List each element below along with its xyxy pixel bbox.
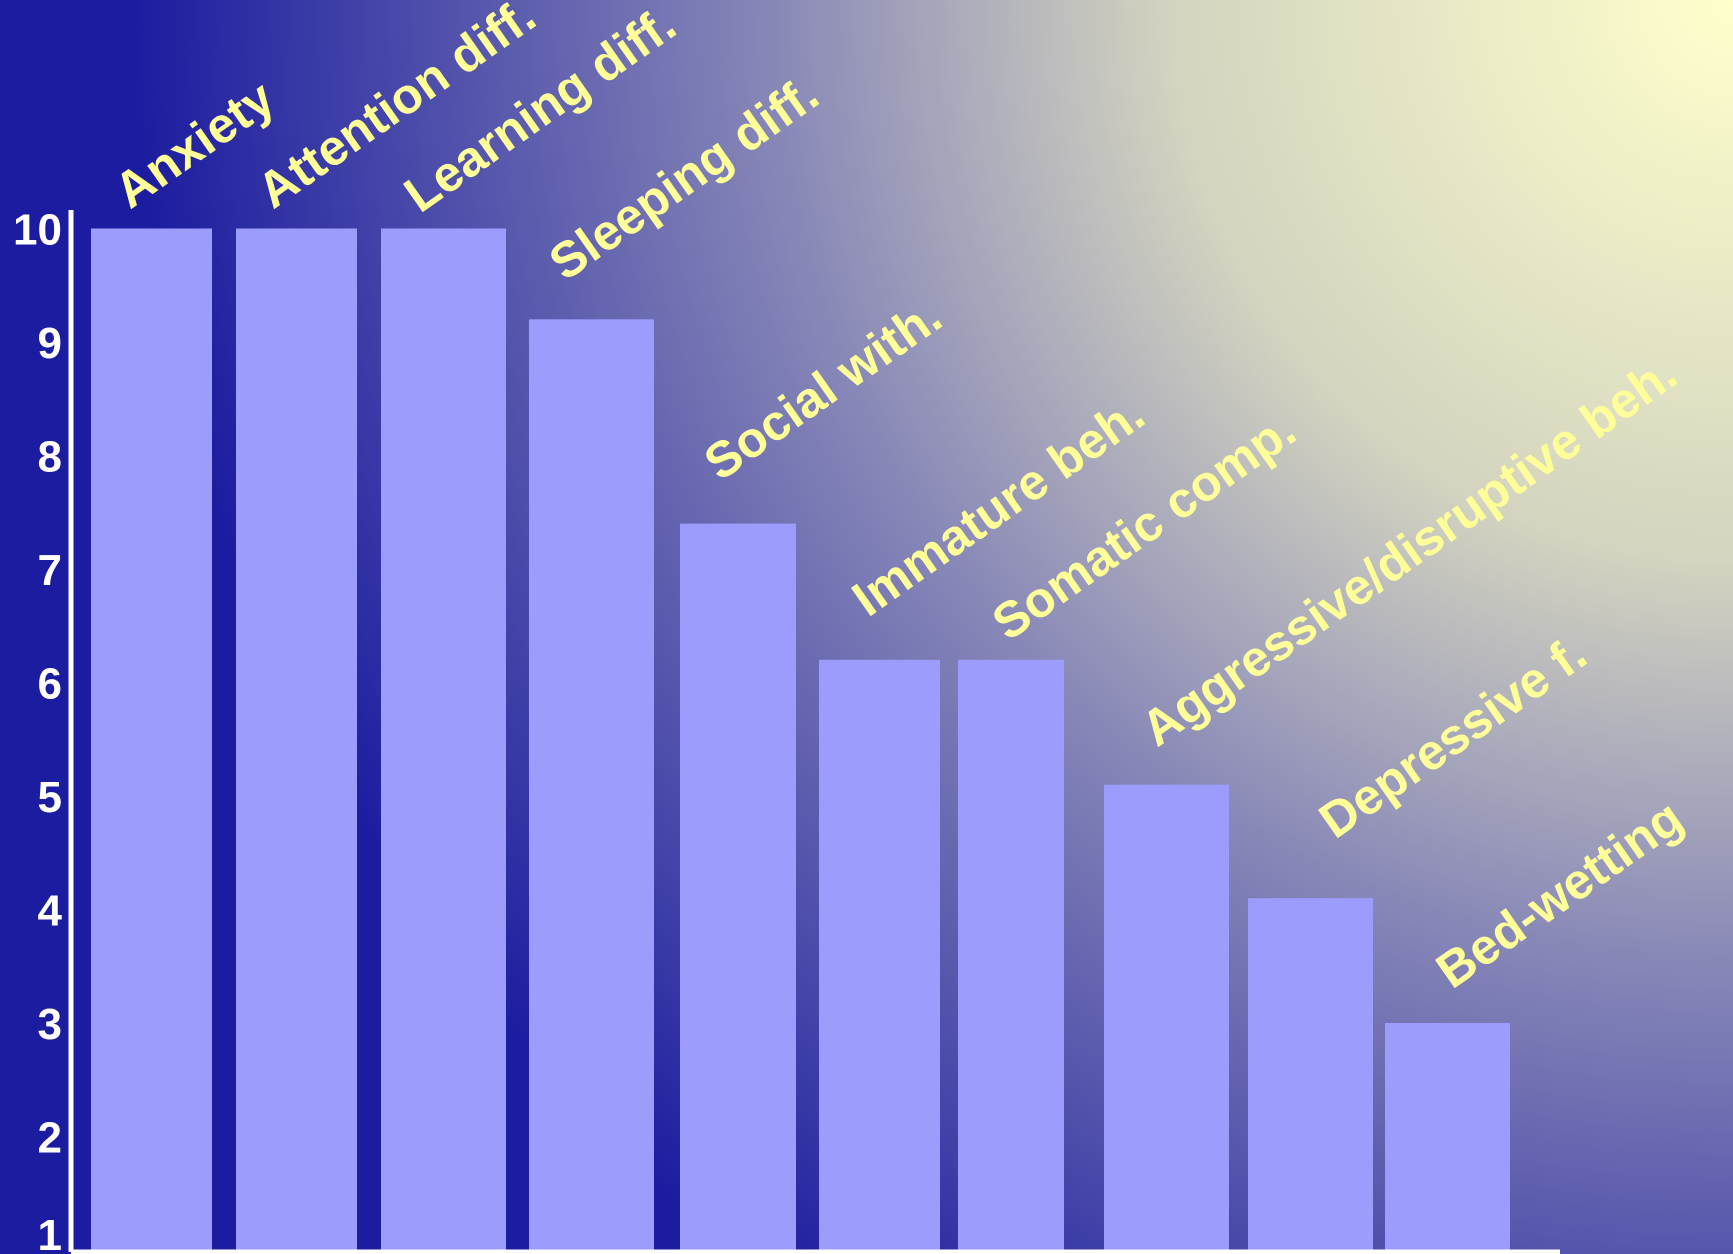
bars-layer [91,228,1510,1250]
bar-depressive-f [1248,898,1373,1250]
y-tick-label: 6 [38,660,62,709]
bar-anxiety [91,228,212,1250]
bar-attention-diff [236,228,357,1250]
y-tick-label: 1 [38,1211,62,1254]
bar-immature-beh [819,659,940,1250]
bar-aggressive-disruptive-beh [1104,784,1229,1250]
y-tick-label: 3 [38,1000,62,1049]
bar-somatic-comp [958,659,1064,1250]
y-tick-label: 8 [38,433,62,482]
y-tick-label: 4 [38,887,63,936]
y-tick-label: 9 [38,319,62,368]
axis-layer: 1 2 3 4 5 6 7 8 9 10 [13,206,1560,1254]
bar-social-with [680,523,796,1250]
bar-sleeping-diff [529,319,654,1250]
y-tick-label: 7 [38,546,62,595]
bar-learning-diff [381,228,506,1250]
y-tick-label: 10 [13,206,62,255]
y-tick-label: 5 [38,773,62,822]
y-tick-label: 2 [38,1114,62,1163]
bar-bed-wetting [1385,1023,1510,1250]
